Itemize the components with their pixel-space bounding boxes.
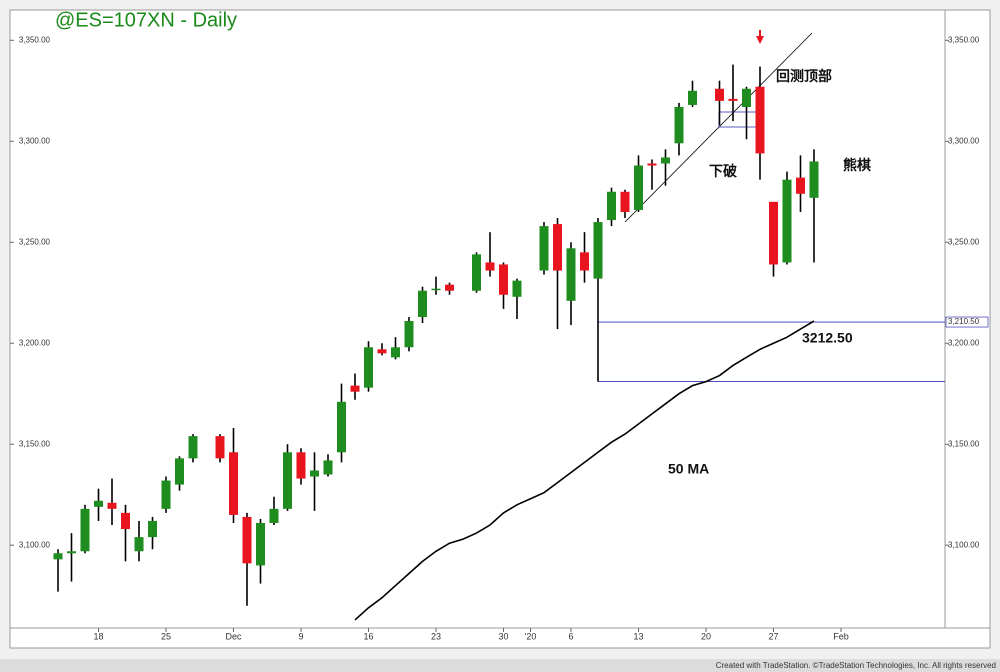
x-axis-area bbox=[9, 627, 991, 649]
annotation: 3212.50 bbox=[802, 330, 853, 346]
candle-body bbox=[175, 458, 184, 485]
x-tick-label: 16 bbox=[363, 631, 373, 641]
candle-body bbox=[53, 553, 63, 560]
y-tick-label: 3,150.00 bbox=[19, 439, 51, 448]
candle-body bbox=[472, 254, 481, 291]
candle-body bbox=[715, 88, 724, 101]
x-tick-label: 27 bbox=[768, 631, 778, 641]
level-label: 3,210.50 bbox=[948, 317, 980, 326]
y-tick-label: 3,350.00 bbox=[19, 35, 51, 44]
x-tick-label: Feb bbox=[833, 631, 849, 641]
x-tick-label: 23 bbox=[431, 631, 441, 641]
x-tick-label: 13 bbox=[633, 631, 643, 641]
candle-body bbox=[188, 436, 198, 459]
candle-body bbox=[674, 106, 684, 144]
candle-body bbox=[242, 516, 252, 564]
candle-body bbox=[161, 480, 171, 509]
candle-body bbox=[121, 512, 130, 530]
candle-body bbox=[80, 508, 90, 552]
plot-area bbox=[9, 9, 946, 629]
x-tick-label: Dec bbox=[225, 631, 242, 641]
candle-body bbox=[499, 264, 508, 295]
candle-body bbox=[809, 161, 819, 198]
candle-body bbox=[431, 288, 441, 291]
candle-body bbox=[391, 347, 400, 358]
candle-body bbox=[418, 290, 427, 317]
candle-body bbox=[377, 349, 387, 354]
candle-body bbox=[661, 157, 670, 164]
ma-label: 50 MA bbox=[668, 461, 709, 477]
x-tick-label: 9 bbox=[298, 631, 303, 641]
y-tick-label: 3,100.00 bbox=[948, 540, 980, 549]
candle-body bbox=[256, 522, 265, 566]
candle-body bbox=[647, 163, 657, 166]
y-tick-label: 3,250.00 bbox=[948, 237, 980, 246]
candle-body bbox=[445, 284, 454, 291]
candle-body bbox=[310, 470, 319, 477]
ma-line bbox=[354, 320, 815, 621]
candle-body bbox=[337, 401, 346, 453]
down-arrow bbox=[756, 30, 764, 44]
candle-body bbox=[593, 222, 603, 279]
candle-body bbox=[134, 537, 144, 552]
candle-body bbox=[364, 347, 373, 388]
annotation: 熊棋 bbox=[843, 157, 871, 174]
candle-body bbox=[404, 321, 414, 348]
footer-bar bbox=[0, 659, 1000, 672]
candle-body bbox=[350, 385, 360, 392]
candle-body bbox=[67, 551, 76, 554]
candle-body bbox=[688, 90, 697, 105]
candle-body bbox=[755, 86, 765, 154]
x-tick-label: 20 bbox=[701, 631, 711, 641]
annotation: 回测顶部 bbox=[776, 68, 832, 85]
candle-body bbox=[283, 452, 292, 509]
candle-body bbox=[769, 201, 778, 265]
x-tick-label: 30 bbox=[498, 631, 508, 641]
x-tick-label: 18 bbox=[93, 631, 103, 641]
y-tick-label: 3,200.00 bbox=[19, 338, 51, 347]
trend-line bbox=[624, 32, 813, 223]
candle-body bbox=[620, 191, 630, 212]
candle-body bbox=[215, 436, 225, 459]
candle-body bbox=[728, 98, 738, 101]
candle-body bbox=[269, 508, 279, 523]
candle-body bbox=[148, 520, 157, 538]
candle-body bbox=[296, 452, 306, 479]
y-tick-label: 3,250.00 bbox=[19, 237, 51, 246]
x-tick-label: 25 bbox=[161, 631, 171, 641]
chart-title: @ES=107XN - Daily bbox=[55, 9, 237, 31]
candle-body bbox=[580, 252, 589, 271]
y-tick-label: 3,100.00 bbox=[19, 540, 51, 549]
candle-body bbox=[229, 452, 238, 515]
annotation: 下破 bbox=[709, 163, 737, 180]
candle-body bbox=[323, 460, 333, 475]
candle-body bbox=[742, 88, 751, 107]
x-tick-label: 6 bbox=[568, 631, 573, 641]
footer: Created with TradeStation. ©TradeStation… bbox=[716, 661, 996, 670]
candle-body bbox=[607, 191, 616, 221]
y-tick-label: 3,300.00 bbox=[948, 136, 980, 145]
candle-body bbox=[94, 500, 103, 507]
candle-body bbox=[512, 280, 522, 297]
candle-body bbox=[566, 248, 576, 301]
candle-body bbox=[796, 177, 805, 194]
y-tick-label: 3,150.00 bbox=[948, 439, 980, 448]
candle-body bbox=[485, 262, 495, 271]
y-tick-label: 3,350.00 bbox=[948, 35, 980, 44]
candle-body bbox=[553, 224, 562, 271]
y-tick-label: 3,300.00 bbox=[19, 136, 51, 145]
candle-body bbox=[107, 502, 117, 509]
candle-body bbox=[782, 179, 792, 263]
level-label-box bbox=[945, 316, 989, 328]
candle-body bbox=[634, 165, 643, 210]
y-tick-label: 3,200.00 bbox=[948, 338, 980, 347]
candle-body bbox=[539, 226, 549, 271]
x-tick-label: '20 bbox=[525, 631, 537, 641]
